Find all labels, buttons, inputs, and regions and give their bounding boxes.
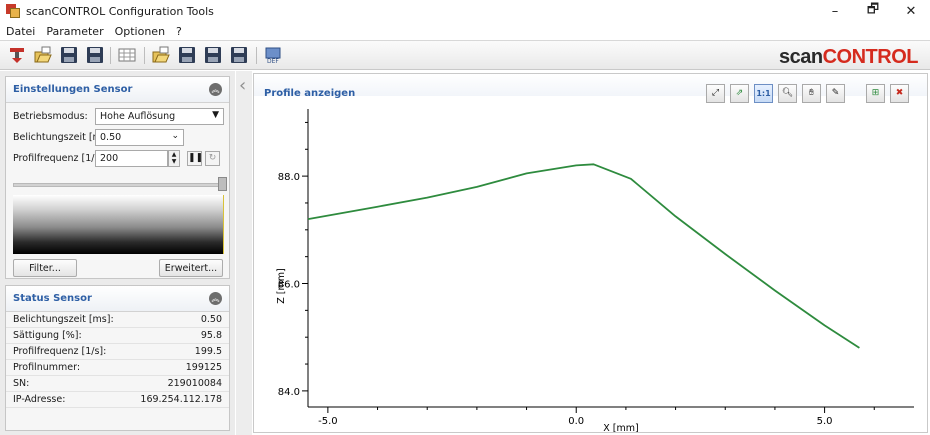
status-value: 169.254.112.178 [140, 394, 222, 405]
table-row: Profilnummer: 199125 [6, 360, 229, 376]
sensor-intensity-image [13, 195, 224, 254]
save-icon[interactable] [60, 46, 78, 64]
frequency-slider-thumb[interactable] [218, 177, 227, 191]
connect-sensor-icon[interactable] [8, 46, 26, 64]
status-value: 199.5 [194, 346, 222, 357]
status-label: Sättigung [%]: [13, 330, 82, 341]
plot-layer: 84.0 86.0 88.0 -5.0 0.0 5.0 X [mm] Z [mm] [276, 109, 914, 432]
brand-logo: scanCONTROL [779, 46, 918, 68]
status-table: Belichtungszeit [ms]: 0.50 Sättigung [%]:… [6, 312, 229, 408]
toolbar-separator [256, 47, 257, 64]
save-settings-icon[interactable] [178, 46, 196, 64]
filter-button[interactable]: Filter... [13, 259, 77, 277]
y-tick-label: 86.0 [278, 280, 300, 291]
sensor-status-title: Status Sensor [13, 293, 92, 304]
zoom-icon[interactable]: 🔍︎ [778, 84, 797, 103]
status-value: 0.50 [200, 314, 222, 325]
exposure-value: 0.50 [100, 132, 122, 143]
pan-hand-icon[interactable]: ✋︎ [802, 84, 821, 103]
autoscale-icon[interactable]: ⇗ [730, 84, 749, 103]
table-row: SN: 219010084 [6, 376, 229, 392]
status-label: Profilfrequenz [1/s]: [13, 346, 107, 357]
exposure-label: Belichtungszeit [ms]: [13, 132, 114, 143]
table-row: Belichtungszeit [ms]: 0.50 [6, 312, 229, 328]
clear-icon[interactable]: ✖ [890, 84, 909, 103]
x-tick-label: -5.0 [318, 416, 338, 427]
collapse-chevron-icon[interactable]: ︽ [209, 83, 222, 96]
status-label: Profilnummer: [13, 362, 81, 373]
frequency-spinner[interactable]: ▲ ▼ [168, 150, 180, 167]
chevron-left-icon[interactable]: ‹ [239, 75, 247, 96]
collapse-chevron-icon[interactable]: ︽ [209, 292, 222, 305]
frequency-label: Profilfrequenz [1/s]: [13, 153, 107, 164]
status-label: IP-Adresse: [13, 394, 66, 405]
menu-parameter[interactable]: Parameter [46, 24, 104, 38]
save-as-icon[interactable] [86, 46, 104, 64]
open-settings-icon[interactable] [152, 46, 170, 64]
copy-settings-icon[interactable] [230, 46, 248, 64]
open-icon[interactable] [34, 46, 52, 64]
window-title: scanCONTROL Configuration Tools [26, 4, 214, 18]
app-icon [6, 4, 20, 18]
menu-datei[interactable]: Datei [6, 24, 36, 38]
x-axis-label: X [mm] [603, 423, 638, 432]
restore-button[interactable]: 🗗 [866, 2, 880, 17]
table-row: Profilfrequenz [1/s]: 199.5 [6, 344, 229, 360]
status-value: 219010084 [167, 378, 222, 389]
profile-series-line [307, 163, 860, 349]
table-row: Sättigung [%]: 95.8 [6, 328, 229, 344]
profile-chart[interactable]: 84.0 86.0 88.0 -5.0 0.0 5.0 X [mm] Z [mm] [254, 74, 927, 432]
fit-icon[interactable]: ⤢ [706, 84, 725, 103]
status-value: 199125 [185, 362, 222, 373]
menu-bar: Datei Parameter Optionen ? [0, 22, 930, 40]
export-settings-icon[interactable] [204, 46, 222, 64]
refresh-icon[interactable]: ↻ [205, 151, 220, 166]
toolbar-separator [144, 47, 145, 64]
profile-title: Profile anzeigen [264, 88, 356, 99]
extended-button[interactable]: Erweitert... [159, 259, 223, 277]
default-settings-icon[interactable]: DEF [264, 46, 282, 65]
toolbar: DEF scanCONTROL [0, 40, 930, 70]
mode-dropdown[interactable]: Hohe Auflösung ▼ [95, 108, 224, 125]
sensor-settings-header: Einstellungen Sensor ︽ [6, 77, 229, 103]
export-icon[interactable]: ⊞ [866, 84, 885, 103]
menu-help[interactable]: ? [176, 24, 182, 38]
table-row: IP-Adresse: 169.254.112.178 [6, 392, 229, 408]
toolbar-separator [110, 47, 111, 64]
sensor-settings-panel: Einstellungen Sensor ︽ Betriebsmodus: Ho… [5, 76, 230, 279]
minimize-button[interactable]: – [831, 3, 839, 19]
table-icon[interactable] [118, 46, 136, 64]
x-tick-label: 0.0 [568, 416, 584, 427]
profile-panel: Profile anzeigen ⤢ ⇗ 1:1 🔍︎ ✋︎ ✎ ⊞ ✖ 84.… [253, 73, 928, 433]
status-label: Belichtungszeit [ms]: [13, 314, 114, 325]
frequency-input[interactable]: 200 [95, 150, 168, 167]
frequency-value: 200 [100, 153, 119, 164]
sensor-settings-title: Einstellungen Sensor [13, 84, 133, 95]
close-button[interactable]: ✕ [905, 3, 917, 19]
dropdown-arrow-icon: ▼ [212, 110, 219, 120]
left-panel: Einstellungen Sensor ︽ Betriebsmodus: Ho… [0, 71, 235, 435]
status-label: SN: [13, 378, 30, 389]
y-tick-label: 84.0 [278, 387, 300, 398]
panel-splitter[interactable]: ‹ [236, 71, 252, 435]
x-tick-label: 5.0 [817, 416, 833, 427]
pipette-icon[interactable]: ✎ [826, 84, 845, 103]
exposure-combobox[interactable]: 0.50 ⌄ [95, 129, 184, 146]
mode-value: Hohe Auflösung [100, 111, 176, 122]
mode-label: Betriebsmodus: [13, 111, 88, 122]
y-axis-label: Z [mm] [276, 268, 287, 303]
pause-icon[interactable]: ❚❚ [187, 151, 203, 166]
menu-optionen[interactable]: Optionen [114, 24, 166, 38]
chevron-down-icon: ⌄ [171, 131, 179, 141]
one-to-one-icon[interactable]: 1:1 [754, 84, 773, 103]
sensor-status-panel: Status Sensor ︽ Belichtungszeit [ms]: 0.5… [5, 285, 230, 431]
sensor-status-header: Status Sensor ︽ [6, 286, 229, 312]
status-value: 95.8 [200, 330, 222, 341]
y-tick-label: 88.0 [278, 172, 300, 183]
window-titlebar: scanCONTROL Configuration Tools – 🗗 ✕ [0, 0, 930, 22]
window-controls: – 🗗 ✕ [816, 0, 930, 22]
frequency-slider-track[interactable] [13, 183, 223, 187]
svg-text:DEF: DEF [267, 58, 279, 64]
